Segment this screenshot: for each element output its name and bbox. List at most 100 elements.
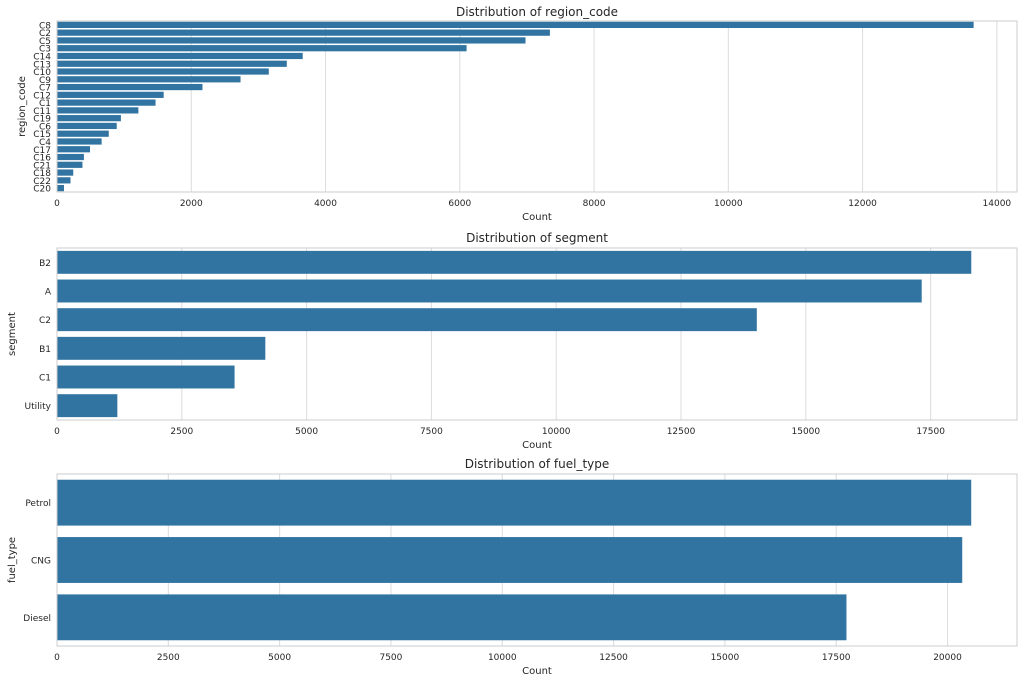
y-tick-label: C18 [33, 169, 51, 179]
bar-diesel [57, 594, 847, 641]
bar-c14 [57, 52, 303, 60]
chart-panel-3: Petrol CNG Diesel 0 2500 5000 7500 10000 12500 15… [7, 457, 1018, 677]
bar-c16 [57, 153, 84, 161]
x-axis-label: Count [522, 212, 552, 223]
x-tick-label: 5000 [268, 653, 291, 663]
y-tick-label: C4 [39, 138, 51, 148]
bar-c7 [57, 83, 203, 91]
y-tick-label: C20 [33, 185, 51, 195]
plot-frame [56, 20, 1018, 193]
x-tick-label: 5000 [295, 427, 318, 437]
y-tick-label: C19 [33, 115, 51, 125]
y-tick-label: B1 [39, 345, 51, 355]
bar-c8 [57, 21, 974, 28]
y-tick-label: C6 [39, 122, 51, 132]
x-tick-label: 15000 [711, 653, 740, 663]
x-tick-label: 4000 [314, 199, 337, 209]
bar-c21 [57, 161, 83, 168]
bar-c17 [57, 146, 91, 153]
y-tick-label: C17 [33, 146, 51, 156]
bar-c20 [57, 185, 64, 192]
bar-utility [57, 394, 118, 418]
bar-c9 [57, 76, 241, 83]
x-tick-label: 17500 [916, 427, 945, 437]
chart-panel-1: C8C2C5C3C14C13C10C9C7C12C1C11C19C6C15C4C… [17, 5, 1018, 223]
x-tick-label: 12500 [599, 653, 628, 663]
x-tick-label: 7500 [420, 427, 443, 437]
bar-c12 [57, 91, 164, 98]
y-axis-label: segment [7, 312, 18, 356]
x-tick-label: 2500 [170, 427, 193, 437]
x-axis-label: Count [522, 440, 552, 451]
y-tick-label: CNG [31, 557, 51, 567]
bar-c4 [57, 138, 102, 145]
bar-c1 [57, 365, 235, 389]
bar-c1 [57, 99, 156, 106]
y-tick-label: Diesel [23, 614, 51, 624]
chart-title: Distribution of fuel_type [465, 457, 610, 471]
y-tick-label: A [45, 288, 52, 298]
x-tick-label: 12000 [848, 199, 877, 209]
y-tick-label: C5 [39, 37, 51, 47]
x-tick-label: 7500 [379, 653, 402, 663]
bar-c2 [57, 308, 757, 332]
x-tick-label: 12500 [667, 427, 696, 437]
chart-title: Distribution of segment [466, 231, 608, 245]
y-tick-label: C14 [33, 52, 51, 62]
x-axis-label: Count [522, 666, 552, 677]
y-tick-label: C11 [33, 107, 51, 117]
x-tick-label: 10000 [542, 427, 571, 437]
x-tick-label: 10000 [714, 199, 743, 209]
bar-c15 [57, 130, 109, 137]
y-tick-label: C3 [39, 45, 51, 55]
y-tick-label: C1 [39, 99, 51, 109]
x-tick-label: 0 [54, 653, 60, 663]
y-tick-label: C15 [33, 130, 51, 140]
bar-c11 [57, 107, 139, 114]
x-tick-label: 10000 [488, 653, 517, 663]
bar-c19 [57, 115, 121, 122]
bar-a [57, 279, 922, 303]
x-tick-label: 0 [54, 427, 60, 437]
x-tick-label: 20000 [933, 653, 962, 663]
bar-b1 [57, 336, 266, 360]
y-tick-label: C9 [39, 76, 51, 86]
chart-panel-2: B2 A C2 B1 C1 Utility 0 2500 5000 7500 10000 12500 1… [7, 231, 1018, 451]
y-tick-label: Petrol [25, 499, 51, 509]
y-tick-label: C8 [39, 21, 51, 31]
bar-c18 [57, 169, 74, 176]
y-tick-label: C1 [39, 374, 51, 384]
bar-c13 [57, 60, 287, 67]
plot-frame [56, 247, 1018, 421]
y-tick-label: C10 [33, 68, 51, 78]
y-tick-label: C13 [33, 60, 51, 70]
y-tick-label: C2 [39, 29, 51, 39]
bar-petrol [57, 479, 972, 526]
bar-c10 [57, 68, 269, 75]
bar-c5 [57, 37, 526, 44]
y-tick-label: C7 [39, 84, 51, 94]
y-tick-label: B2 [39, 259, 51, 269]
bar-c2 [57, 29, 550, 36]
x-tick-label: 6000 [448, 199, 471, 209]
y-axis-label: region_code [17, 76, 28, 137]
y-axis-label: fuel_type [7, 537, 18, 583]
x-tick-label: 15000 [792, 427, 821, 437]
y-tick-label: C12 [33, 91, 51, 101]
bar-cng [57, 537, 963, 583]
y-tick-label: C22 [33, 177, 51, 187]
x-tick-label: 8000 [583, 199, 606, 209]
bar-c6 [57, 122, 117, 130]
y-tick-label: C16 [33, 154, 51, 164]
bar-b2 [57, 250, 972, 274]
x-tick-label: 2500 [157, 653, 180, 663]
y-tick-label: C21 [33, 161, 51, 171]
bar-c22 [57, 177, 71, 184]
x-tick-label: 2000 [180, 199, 203, 209]
y-tick-label: C2 [39, 316, 51, 326]
bar-c3 [57, 45, 467, 52]
plot-frame [56, 473, 1018, 647]
chart-title: Distribution of region_code [456, 5, 618, 19]
x-tick-label: 17500 [822, 653, 851, 663]
